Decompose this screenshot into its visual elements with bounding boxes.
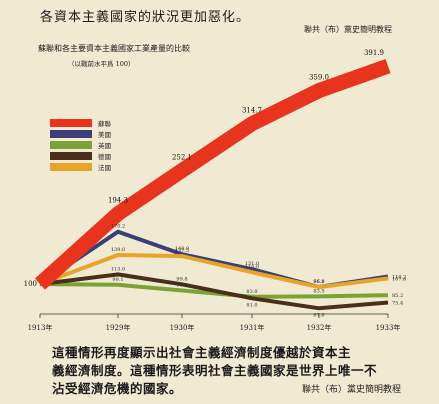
data-label: 194.3 xyxy=(108,197,128,205)
legend-label: 美國 xyxy=(98,130,111,139)
legend-swatch xyxy=(50,130,92,138)
series-line xyxy=(39,282,389,299)
series-line xyxy=(39,272,389,311)
x-tick-label: 1931年 xyxy=(240,323,265,332)
intro-text: 各資本主義國家的狀況更加惡化。 xyxy=(40,10,251,25)
conclusion-line-2: 義經濟制度。這種情形表明社會主義國家是世界上唯一不 xyxy=(52,363,378,378)
chart-subtitle: （以戰前水平爲 100） xyxy=(68,59,134,68)
data-label: 314.7 xyxy=(242,107,262,115)
data-label: 100 xyxy=(24,280,37,288)
data-label: 99.1 xyxy=(112,277,123,283)
data-label: 81.0 xyxy=(246,302,257,308)
data-label: 91.5 xyxy=(176,282,187,288)
conclusion-line-1: 這種情形再度顯示出社會主義經濟制度優越於資本主 xyxy=(52,345,352,360)
legend-label: 英國 xyxy=(98,141,111,150)
data-label: 113.0 xyxy=(111,266,125,272)
data-label: 107.6 xyxy=(392,276,406,282)
legend-swatch xyxy=(50,141,92,149)
data-label: 137.5 xyxy=(175,248,189,254)
x-tick-label: 1933年 xyxy=(376,323,401,332)
data-labels: 100194.3252.1314.7359.0391.9170.2140.013… xyxy=(24,49,407,318)
data-label: 139.0 xyxy=(111,247,125,253)
x-axis: 1913年 1929年 1930年 1931年 1932年 1933年 xyxy=(28,313,401,332)
data-label: 140.0 xyxy=(175,246,189,252)
data-label: 131.0 xyxy=(245,261,259,267)
source-credit-bottom: 聯共（布）黨史簡明教程 xyxy=(302,385,402,395)
legend-swatch xyxy=(50,163,92,171)
conclusion-text: 這種情形再度顯示出社會主義經濟制度優越於資本主 義經濟制度。這種情形表明社會主義… xyxy=(52,344,397,398)
conclusion-line-3: 沾受經濟危機的國家。 xyxy=(52,381,183,396)
data-label: 96.1 xyxy=(313,279,324,285)
data-label: 67.6 xyxy=(313,312,324,318)
data-label: 170.2 xyxy=(111,224,125,230)
data-label: 85.2 xyxy=(392,293,403,299)
series-line xyxy=(34,59,391,290)
legend-swatch xyxy=(50,119,92,127)
legend-label: 法國 xyxy=(98,163,111,172)
data-label: 83.0 xyxy=(246,289,257,295)
data-label: 391.9 xyxy=(364,49,384,57)
data-label: 252.1 xyxy=(172,153,192,161)
data-label: 359.0 xyxy=(309,74,329,82)
chart-title: 蘇聯和各主要資本主義國家工業產量的比較 xyxy=(38,43,190,53)
series-line xyxy=(39,252,389,290)
x-tick-label: 1913年 xyxy=(28,323,53,332)
source-credit-top: 聯共（布）黨史簡明教程 xyxy=(304,25,392,34)
legend-label: 德國 xyxy=(98,152,111,161)
data-label: 99.8 xyxy=(176,276,187,282)
data-label: 75.4 xyxy=(392,300,403,306)
series-lines xyxy=(34,59,391,311)
data-label: 110.2 xyxy=(392,274,406,280)
data-label: 116.0 xyxy=(245,264,259,270)
legend-label: 蘇聯 xyxy=(98,119,112,128)
industrial-output-chart: 蘇聯和各主要資本主義國家工業產量的比較 （以戰前水平爲 100） 蘇聯美國英國德… xyxy=(24,43,407,332)
x-tick-label: 1930年 xyxy=(170,323,195,332)
data-label: 96.0 xyxy=(313,279,324,285)
x-tick-label: 1929年 xyxy=(106,323,131,332)
legend-swatch xyxy=(50,152,92,160)
data-label: 83.5 xyxy=(313,288,324,294)
x-tick-label: 1932年 xyxy=(307,323,332,332)
